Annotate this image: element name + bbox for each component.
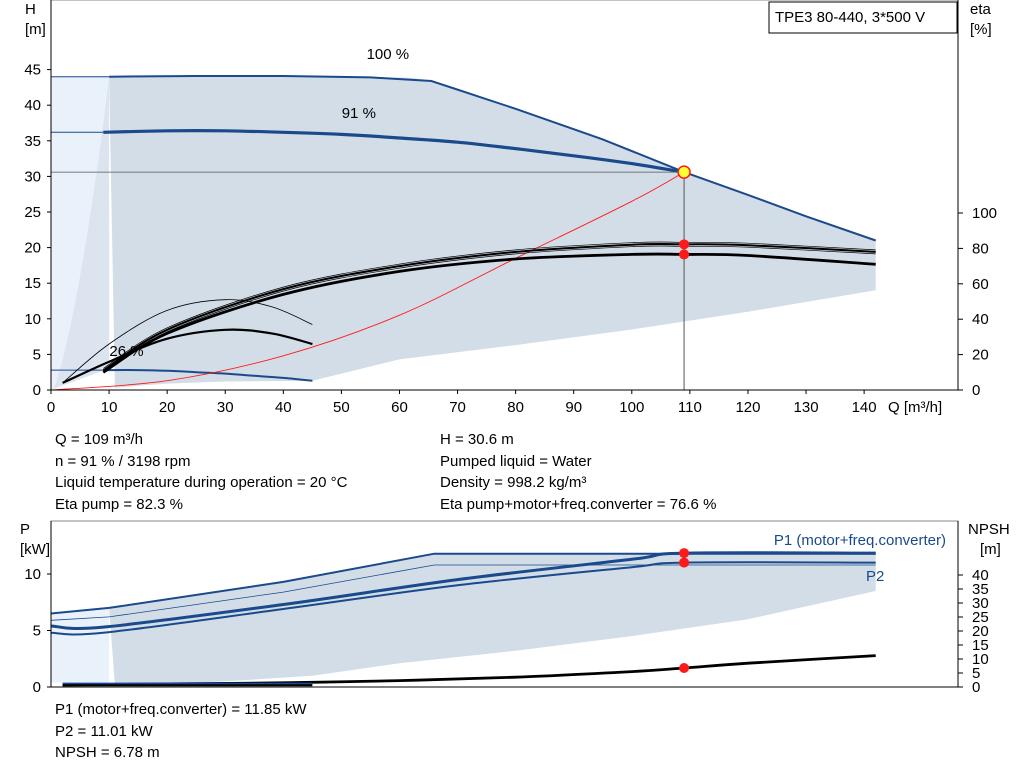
qh-series-4	[102, 252, 876, 374]
info-top-right: H = 30.6 m Pumped liquid = Water Density…	[440, 429, 716, 515]
qh-annotation-0: 100 %	[367, 46, 410, 63]
power-y2-label: NPSH	[968, 521, 1010, 538]
info-p1: P1 (motor+freq.converter) = 11.85 kW	[55, 701, 307, 718]
qh-x-tick-label: 60	[391, 399, 408, 416]
info-h: H = 30.6 m	[440, 431, 514, 448]
qh-y-tick-label: 45	[24, 62, 41, 79]
qh-x-label: Q [m³/h]	[888, 399, 942, 416]
power-y-tick-label: 0	[33, 679, 41, 696]
duty-eta-marker-1	[679, 249, 690, 260]
qh-operating-area	[102, 75, 876, 388]
qh-y-tick-label: 25	[24, 204, 41, 221]
qh-x-tick-label: 110	[678, 399, 702, 416]
power-y2-tick-label: 0	[972, 679, 980, 696]
qh-series-7	[62, 299, 313, 384]
qh-left-edge-area	[53, 76, 110, 389]
title-box-text: TPE3 80-440, 3*500 V	[775, 9, 925, 26]
info-p2: P2 = 11.01 kW	[55, 722, 153, 740]
qh-x-tick-label: 130	[794, 399, 819, 416]
qh-y-tick-label: 20	[24, 240, 41, 257]
qh-series-0	[109, 75, 877, 242]
qh-y-label: H	[25, 1, 36, 18]
power-y-label: P	[20, 521, 30, 538]
qh-x-tick-label: 70	[449, 399, 466, 416]
power-y2-tick-label: 15	[972, 637, 989, 654]
duty-point-marker	[677, 165, 691, 179]
qh-x-tick-label: 90	[565, 399, 582, 416]
qh-y2-tick-label: 40	[972, 311, 989, 328]
p1-annotation: P1 (motor+freq.converter)	[774, 532, 946, 549]
info-n: n = 91 % / 3198 rpm	[55, 452, 191, 470]
info-bottom: P1 (motor+freq.converter) = 11.85 kW P2 …	[55, 699, 307, 764]
qh-x-tick-label: 50	[333, 399, 350, 416]
power-y-tick-label: 5	[33, 623, 41, 640]
eta-thin-band-1	[103, 241, 876, 369]
info-liquid-temp: Liquid temperature during operation = 20…	[55, 474, 348, 491]
qh-y-tick-label: 35	[24, 133, 41, 150]
info-top-left: Q = 109 m³/h n = 91 % / 3198 rpm Liquid …	[55, 429, 347, 515]
qh-x-tick-label: 30	[217, 399, 234, 416]
title-box	[768, 1, 958, 34]
qh-chart: 0 10 20 30 40 50 60 70 80 90 100 110 120 130 140 0 5 10 15…	[24, 0, 997, 416]
qh-y-tick-label: 15	[24, 275, 41, 292]
qh-series-6	[62, 328, 313, 384]
info-density: Density = 998.2 kg/m³	[440, 474, 587, 491]
qh-y-tick-label: 10	[24, 311, 41, 328]
info-npsh: NPSH = 6.78 m	[55, 744, 160, 761]
power-y2-tick-label: 25	[972, 609, 989, 626]
power-operating-area	[109, 553, 876, 685]
qh-y2-tick-label: 80	[972, 240, 989, 257]
qh-x-tick-label: 20	[159, 399, 176, 416]
qh-y2-tick-label: 20	[972, 347, 989, 364]
power-y-label: [kW]	[20, 541, 50, 558]
power-y2-label: [m]	[980, 541, 1001, 558]
qh-x-tick-label: 140	[852, 399, 877, 416]
qh-x-tick-label: 120	[735, 399, 760, 416]
qh-series-1	[103, 129, 685, 174]
info-q: Q = 109 m³/h	[55, 431, 143, 448]
qh-x-tick-label: 0	[47, 399, 55, 416]
info-eta-pump: Eta pump = 82.3 %	[55, 495, 183, 513]
qh-y2-tick-label: 60	[972, 276, 989, 293]
power-y2-tick-label: 5	[972, 665, 980, 682]
qh-x-tick-label: 100	[619, 399, 644, 416]
qh-x-tick-label: 10	[101, 399, 118, 416]
info-eta-total: Eta pump+motor+freq.converter = 76.6 %	[440, 495, 717, 513]
qh-y2-label: [%]	[970, 21, 992, 38]
npsh-marker	[679, 663, 690, 674]
qh-y-label: [m]	[25, 21, 46, 38]
eta-thin-band-0	[103, 245, 876, 373]
qh-y-tick-label: 40	[24, 97, 41, 114]
power-low-flow-area	[51, 607, 110, 683]
power-y2-tick-label: 20	[972, 623, 989, 640]
qh-annotation-2: 26 %	[109, 343, 143, 360]
power-y2-tick-label: 30	[972, 595, 989, 612]
qh-series-3	[50, 171, 685, 391]
qh-y-tick-label: 5	[33, 346, 41, 363]
qh-y-tick-label: 0	[33, 382, 41, 399]
power-y2-tick-label: 10	[972, 651, 989, 668]
qh-y2-tick-label: 100	[972, 205, 997, 222]
qh-x-tick-label: 80	[507, 399, 524, 416]
power-series-2	[50, 561, 876, 636]
power-thin-line-0	[50, 564, 876, 621]
power-y-tick-label: 10	[24, 566, 41, 583]
qh-y2-label: eta	[970, 1, 992, 18]
p2-annotation: P2	[866, 568, 884, 585]
duty-eta-marker-0	[679, 239, 690, 250]
power-y2-tick-label: 40	[972, 567, 989, 584]
qh-y2-tick-label: 0	[972, 382, 980, 399]
qh-series-5	[102, 242, 876, 372]
qh-y-tick-label: 30	[24, 168, 41, 185]
info-pumped-liquid: Pumped liquid = Water	[440, 452, 592, 470]
power-y2-tick-label: 35	[972, 581, 989, 598]
qh-annotation-1: 91 %	[342, 105, 376, 122]
qh-x-tick-label: 40	[275, 399, 292, 416]
power-series-1	[50, 551, 876, 630]
